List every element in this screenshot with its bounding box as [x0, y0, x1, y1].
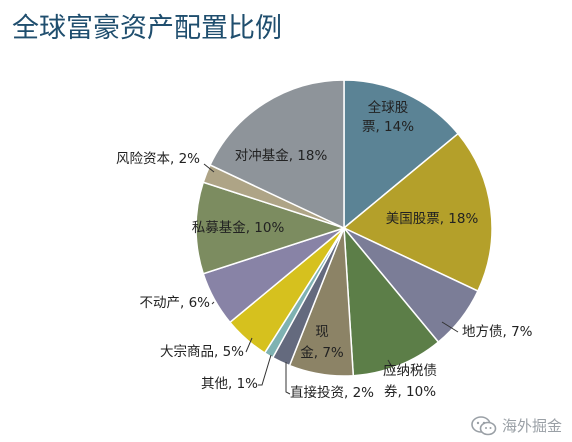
slice-label: 美国股票, 18%	[386, 211, 479, 227]
slice-label: 全球股票, 14%	[362, 99, 414, 135]
watermark-text: 海外掘金	[501, 417, 562, 435]
slice-label: 其他, 1%	[201, 376, 258, 392]
slice-label: 大宗商品, 5%	[160, 344, 244, 360]
chart-title: 全球富豪资产配置比例	[12, 13, 282, 44]
slice-label: 对冲基金, 18%	[235, 147, 328, 164]
pie-slice	[343, 79, 460, 230]
slice-label: 直接投资, 2%	[290, 384, 374, 401]
slice-label: 应纳税债券, 10%	[383, 362, 437, 400]
slice-label: 不动产, 6%	[140, 295, 211, 311]
leader-line	[203, 163, 215, 173]
slice-label: 私募基金, 10%	[192, 219, 285, 236]
pie-slice	[195, 181, 347, 275]
slice-labels: 全球股票, 14% 美国股票, 18% 地方债, 7% 应纳税债券, 10% 现金, 7…	[116, 99, 533, 401]
slice-label: 现金, 7%	[300, 324, 344, 361]
leader-line	[387, 359, 396, 373]
pie-slices	[195, 79, 493, 377]
leader-line	[258, 354, 272, 386]
wechat-icon	[471, 415, 497, 435]
leader-lines	[203, 163, 459, 395]
leader-line	[245, 337, 253, 353]
leader-line	[211, 301, 215, 305]
pie-slice	[343, 225, 440, 377]
leader-line	[285, 362, 291, 395]
pie-slice	[342, 132, 493, 293]
pie-slice	[209, 79, 345, 230]
leader-line	[441, 321, 459, 333]
slice-label: 风险资本, 2%	[116, 151, 200, 167]
slice-label: 地方债, 7%	[462, 324, 533, 340]
watermark: 海外掘金	[471, 415, 562, 436]
